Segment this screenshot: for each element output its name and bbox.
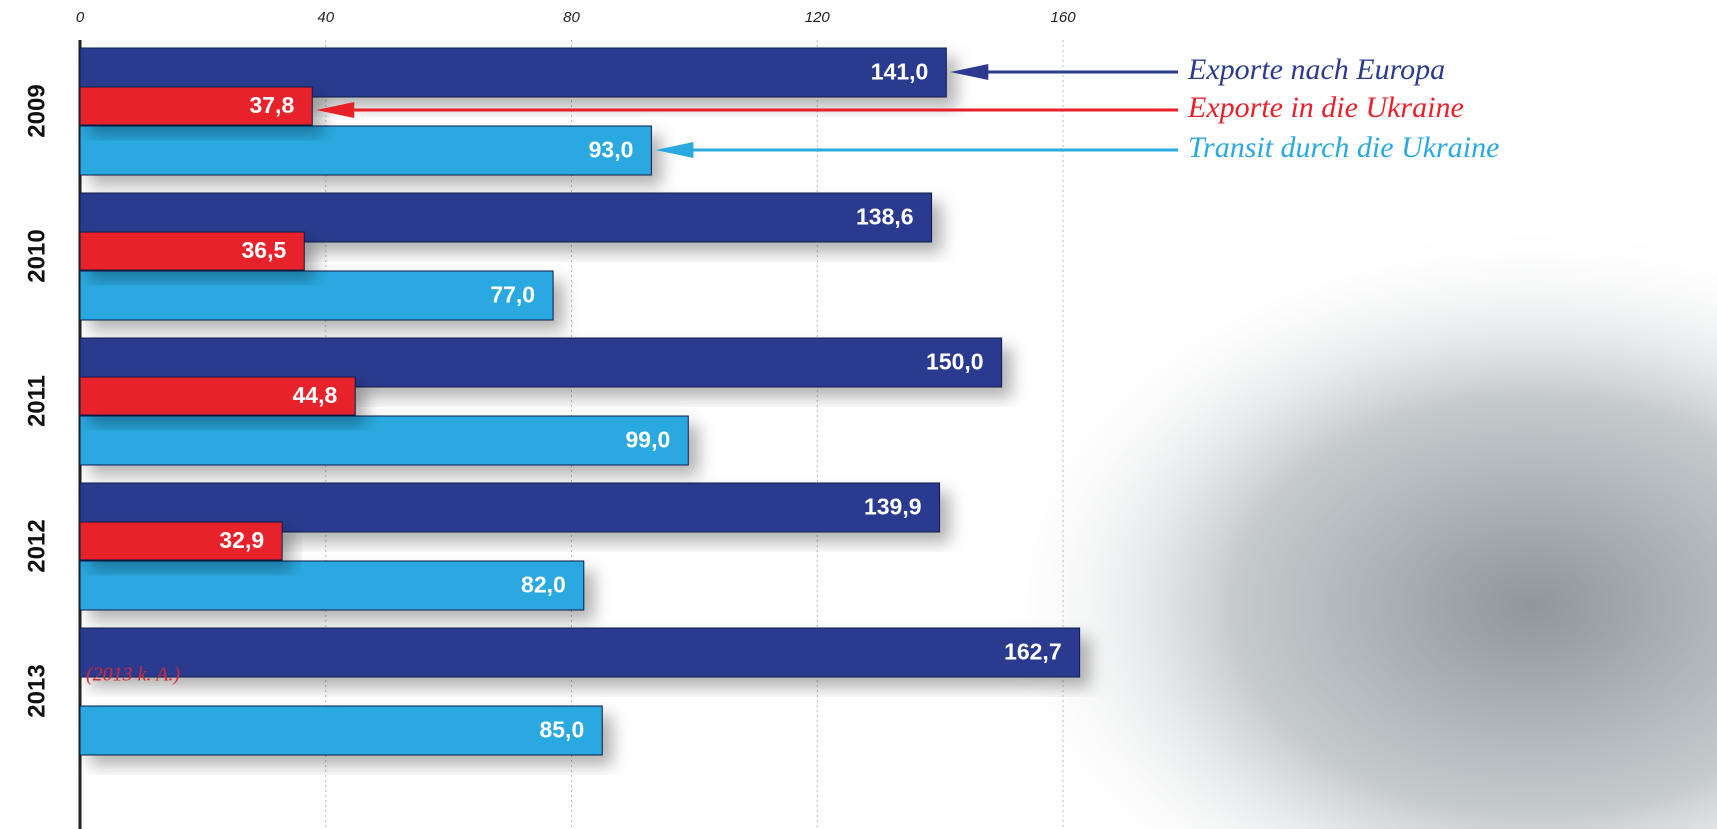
- legend-arrowhead: [655, 142, 694, 158]
- value-label: 85,0: [539, 717, 584, 743]
- bar: [79, 231, 305, 271]
- photo-backdrop: [800, 190, 1717, 829]
- value-label: 141,0: [871, 59, 929, 85]
- x-tick-label: 40: [317, 9, 334, 26]
- legend-arrowhead: [316, 102, 355, 118]
- legend-label: Transit durch die Ukraine: [1188, 131, 1499, 164]
- x-tick-label: 160: [1051, 9, 1077, 26]
- y-tick-label: 2011: [23, 375, 50, 427]
- bar: [79, 415, 689, 466]
- value-label: 32,9: [219, 527, 264, 553]
- bar: [79, 125, 652, 176]
- bar: [79, 560, 585, 611]
- value-label: 82,0: [521, 572, 566, 598]
- y-tick-label: 2013: [23, 664, 50, 717]
- value-label: 139,9: [864, 494, 922, 520]
- x-tick-label: 80: [563, 9, 580, 26]
- bar: [79, 270, 554, 321]
- x-tick-label: 0: [76, 9, 85, 26]
- y-tick-label: 2012: [23, 519, 50, 572]
- legend-arrowhead: [950, 64, 989, 80]
- bar: [79, 627, 1081, 678]
- value-label: 77,0: [490, 282, 535, 308]
- value-label: 99,0: [625, 427, 670, 453]
- bar: [79, 376, 356, 416]
- legend-label: Exporte in die Ukraine: [1187, 91, 1464, 124]
- value-label: 93,0: [589, 137, 634, 163]
- bar: [79, 86, 313, 126]
- value-label: 138,6: [856, 204, 914, 230]
- value-label: 150,0: [926, 349, 984, 375]
- legend-label: Exporte nach Europa: [1187, 53, 1445, 86]
- y-tick-label: 2010: [23, 229, 50, 282]
- bar: [79, 521, 283, 561]
- bar: [79, 705, 603, 756]
- value-label: 37,8: [249, 92, 294, 118]
- value-label: 44,8: [292, 382, 337, 408]
- value-label: 162,7: [1004, 639, 1062, 665]
- annotation: (2013 k. A.): [86, 664, 180, 686]
- y-tick-label: 2009: [23, 84, 50, 137]
- value-label: 36,5: [241, 237, 286, 263]
- x-tick-label: 120: [805, 9, 831, 26]
